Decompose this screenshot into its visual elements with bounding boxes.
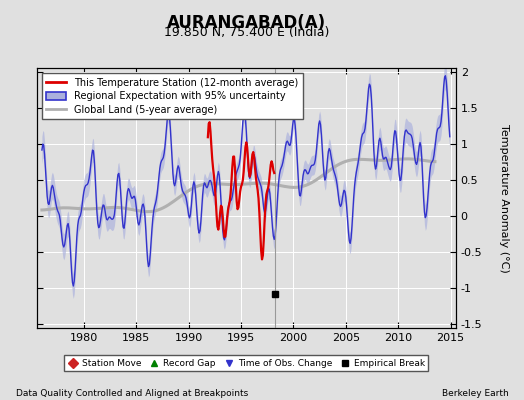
Text: Data Quality Controlled and Aligned at Breakpoints: Data Quality Controlled and Aligned at B… (16, 389, 248, 398)
Y-axis label: Temperature Anomaly (°C): Temperature Anomaly (°C) (499, 124, 509, 272)
Legend: Station Move, Record Gap, Time of Obs. Change, Empirical Break: Station Move, Record Gap, Time of Obs. C… (64, 355, 428, 372)
Text: 19.850 N, 75.400 E (India): 19.850 N, 75.400 E (India) (163, 26, 329, 39)
Text: Berkeley Earth: Berkeley Earth (442, 389, 508, 398)
Text: AURANGABAD(A): AURANGABAD(A) (167, 14, 326, 32)
Legend: This Temperature Station (12-month average), Regional Expectation with 95% uncer: This Temperature Station (12-month avera… (41, 73, 303, 119)
